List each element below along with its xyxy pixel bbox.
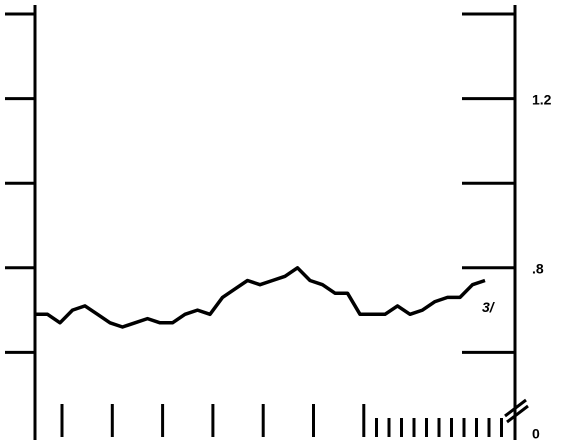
y-tick-label: 1.2 (532, 91, 552, 107)
y-tick-label: .8 (532, 261, 544, 277)
annotation: 3/ (482, 299, 496, 315)
y-tick-label: 0 (532, 426, 540, 442)
axis-break (504, 398, 529, 424)
data-line (35, 266, 486, 329)
